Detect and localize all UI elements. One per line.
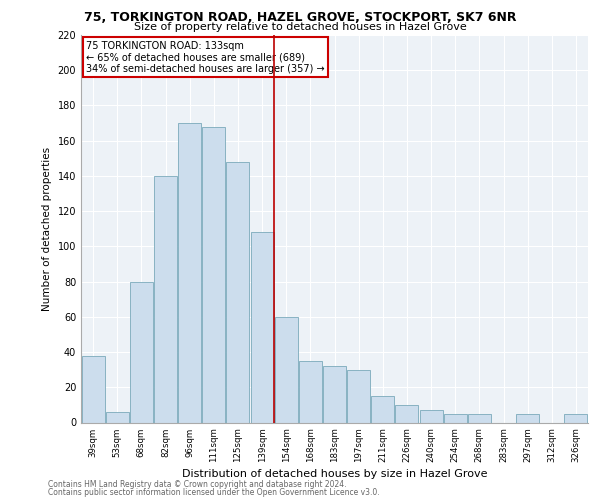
Bar	[444, 414, 467, 422]
Text: Contains HM Land Registry data © Crown copyright and database right 2024.: Contains HM Land Registry data © Crown c…	[48, 480, 347, 489]
Bar	[106, 412, 128, 422]
Bar	[226, 162, 250, 422]
Text: Contains public sector information licensed under the Open Government Licence v3: Contains public sector information licen…	[48, 488, 380, 497]
Bar	[130, 282, 153, 422]
Bar	[347, 370, 370, 422]
Text: 75, TORKINGTON ROAD, HAZEL GROVE, STOCKPORT, SK7 6NR: 75, TORKINGTON ROAD, HAZEL GROVE, STOCKP…	[84, 11, 516, 24]
Bar	[468, 414, 491, 422]
Bar	[178, 123, 201, 422]
Bar	[371, 396, 394, 422]
Bar	[395, 405, 418, 422]
Bar	[154, 176, 177, 422]
Bar	[251, 232, 274, 422]
Bar	[202, 126, 225, 422]
Bar	[565, 414, 587, 422]
Bar	[275, 317, 298, 422]
Text: Size of property relative to detached houses in Hazel Grove: Size of property relative to detached ho…	[134, 22, 466, 32]
Bar	[82, 356, 104, 422]
Text: 75 TORKINGTON ROAD: 133sqm
← 65% of detached houses are smaller (689)
34% of sem: 75 TORKINGTON ROAD: 133sqm ← 65% of deta…	[86, 41, 325, 74]
X-axis label: Distribution of detached houses by size in Hazel Grove: Distribution of detached houses by size …	[182, 469, 487, 479]
Y-axis label: Number of detached properties: Number of detached properties	[42, 146, 52, 311]
Bar	[299, 361, 322, 422]
Bar	[419, 410, 443, 422]
Bar	[516, 414, 539, 422]
Bar	[323, 366, 346, 422]
